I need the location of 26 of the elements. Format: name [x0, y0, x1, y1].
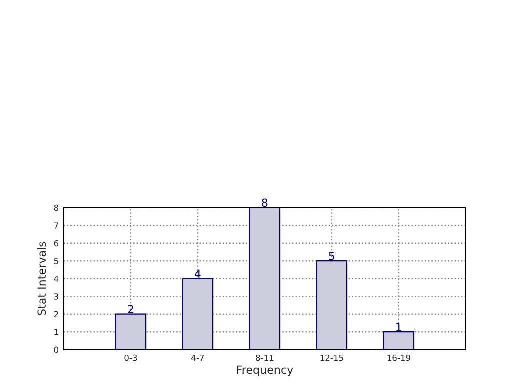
bar: [182, 278, 214, 350]
data-label: 1: [396, 323, 402, 332]
y-tick-label: 4: [54, 276, 59, 282]
x-tick-label: 16-19: [388, 354, 410, 362]
bar: [249, 208, 281, 350]
y-tick-label: 3: [54, 294, 58, 300]
bar: [115, 314, 147, 350]
data-label: 5: [329, 252, 334, 260]
data-label: 8: [262, 198, 268, 208]
x-tick-label: 12-15: [320, 354, 344, 362]
y-tick-label: 6: [54, 240, 59, 247]
y-tick-label: 7: [54, 222, 58, 229]
x-tick-label: 0-3: [124, 354, 138, 362]
y-tick-label: 5: [54, 258, 58, 264]
y-tick-label: 0: [54, 346, 59, 354]
data-label: 4: [194, 270, 201, 278]
x-tick-label: 8-11: [256, 354, 274, 362]
y-axis-title: Stat Intervals: [37, 242, 46, 316]
bar: [383, 332, 415, 350]
y-tick-label: 1: [54, 329, 58, 336]
data-label: 2: [128, 305, 134, 314]
y-tick-label: 2: [54, 311, 58, 318]
x-tick-label: 4-7: [192, 354, 204, 362]
bar: [316, 260, 348, 350]
x-axis-title: Frequency: [237, 366, 294, 376]
y-tick-label: 8: [54, 204, 59, 212]
